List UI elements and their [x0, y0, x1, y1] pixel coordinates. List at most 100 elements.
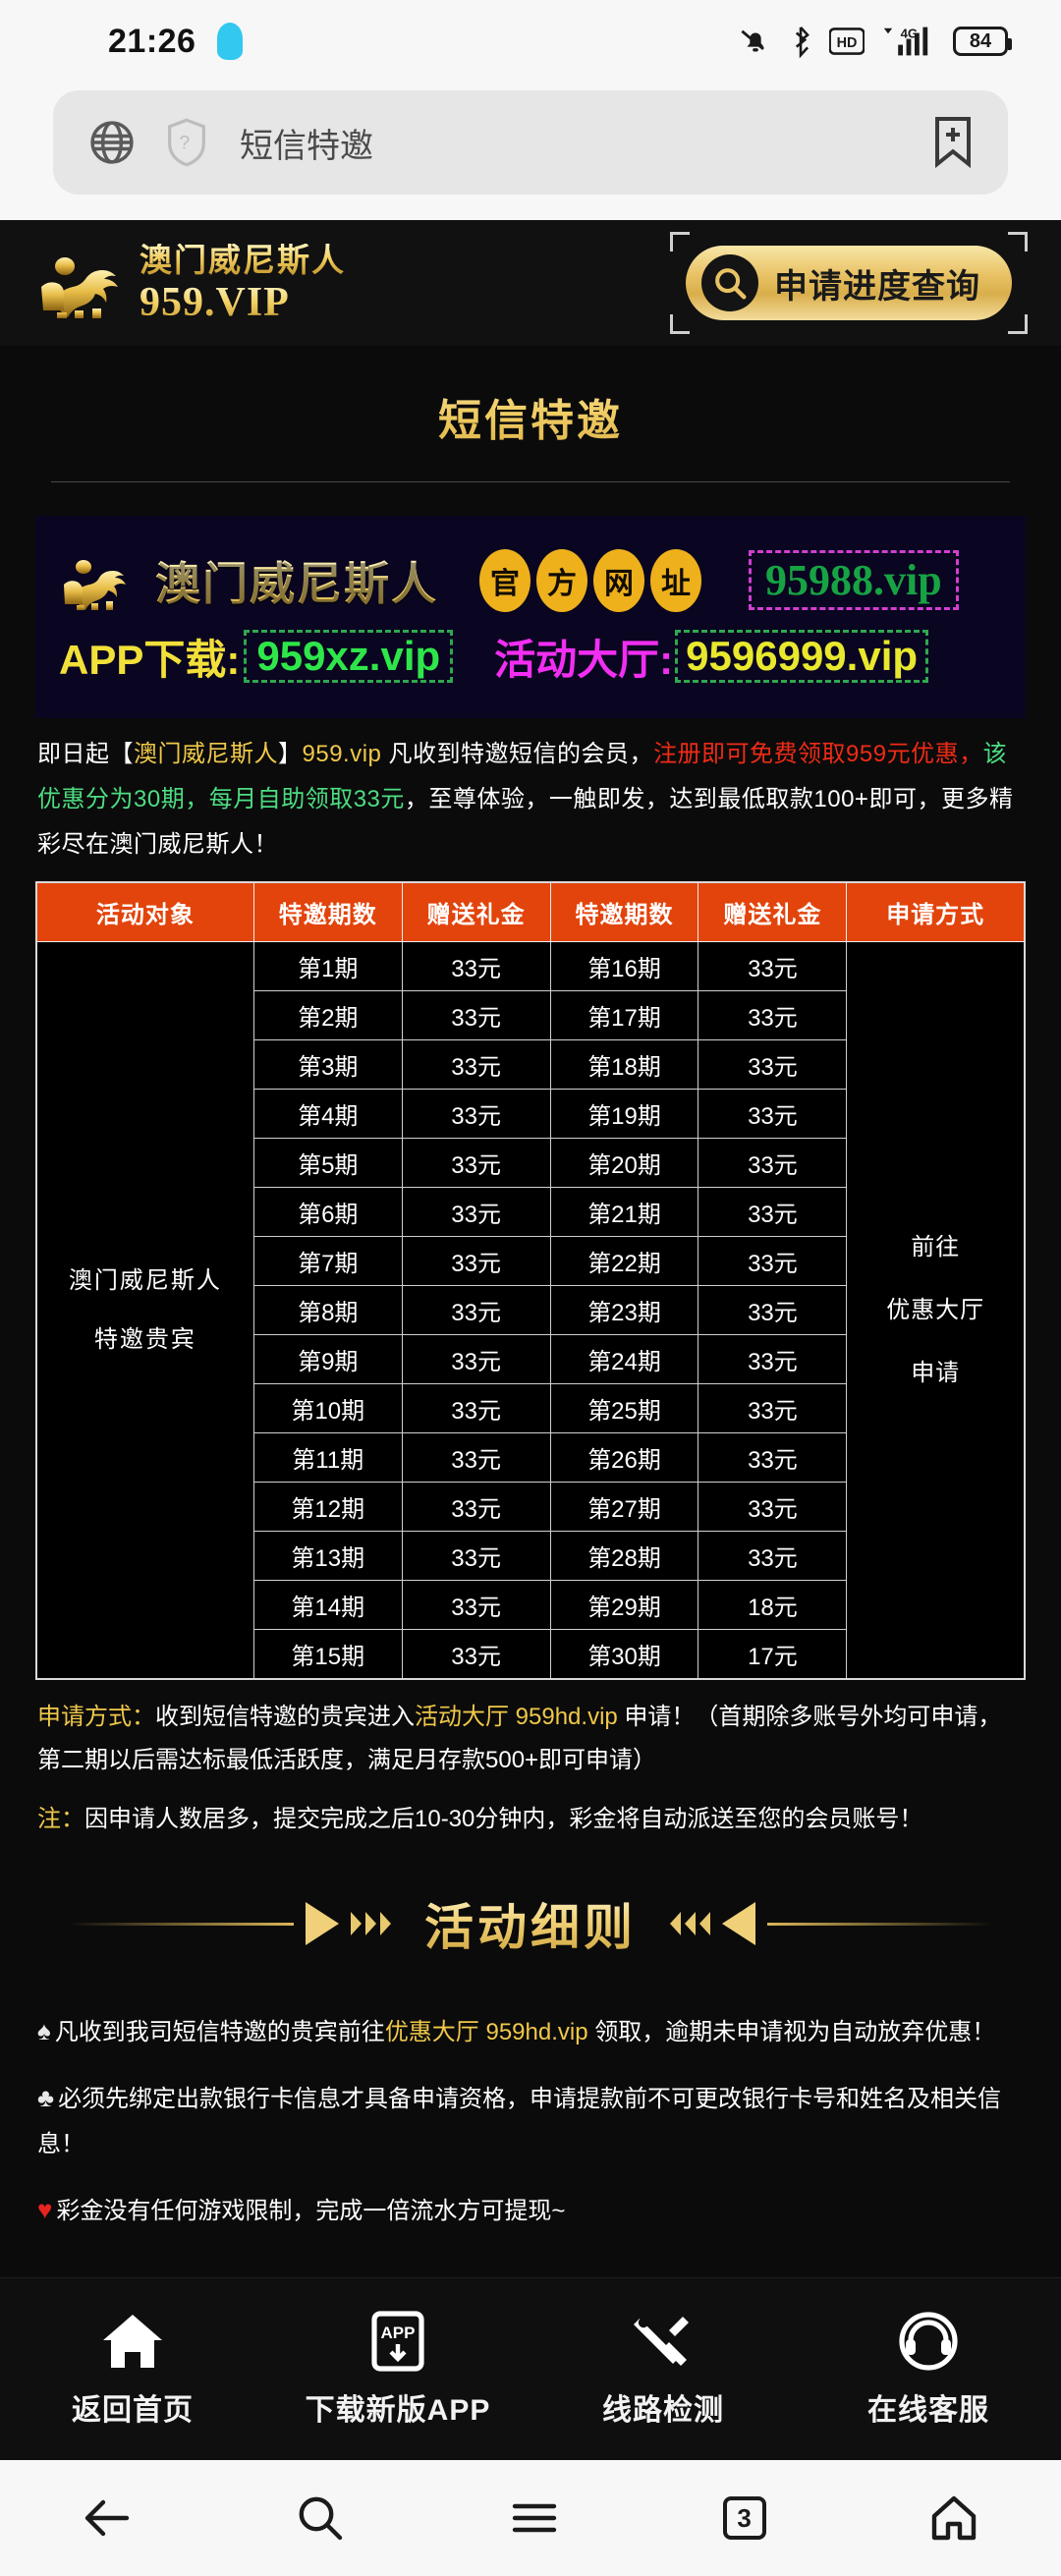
- table-cell-m1: 33元: [401, 1432, 551, 1483]
- divider-line-right: [767, 1922, 993, 1926]
- table-cell-p2: 第22期: [549, 1236, 699, 1286]
- intro-seg2: 】: [278, 741, 303, 767]
- bookmark-add-icon[interactable]: [931, 116, 975, 169]
- site-header: 澳门威尼斯人 959.VIP 申请进度查询: [0, 220, 1061, 346]
- promo-brand: 澳门威尼斯人: [155, 548, 438, 613]
- rule-item: ♥ 彩金没有任何游戏限制，完成一倍流水方可提现~: [35, 2177, 1026, 2244]
- rule-text-1: 彩金没有任何游戏限制，完成一倍流水方可提现~: [56, 2198, 566, 2224]
- divider-dots-right: [670, 1912, 710, 1935]
- app-download-box[interactable]: 959xz.vip: [244, 630, 454, 683]
- rules-section-title: 活动细则: [424, 1888, 637, 1959]
- application-progress-query-button[interactable]: 申请进度查询: [686, 246, 1012, 320]
- status-bar: 21:26 HD 4G 84: [0, 0, 1061, 83]
- table-cell-p1: 第11期: [252, 1432, 403, 1483]
- remark-label: 注：: [37, 1806, 84, 1832]
- battery-icon: 84: [953, 27, 1012, 56]
- intro-green: 该优惠分为30期，每月自助领取33元: [37, 741, 1008, 812]
- apply-method-note: 申请方式：收到短信特邀的贵宾进入活动大厅 959hd.vip 申请！（首期除多账…: [35, 1680, 1026, 1782]
- table-cell-p1: 第9期: [252, 1334, 403, 1384]
- rule-link[interactable]: 优惠大厅 959hd.vip: [384, 2019, 588, 2045]
- activity-hall-box[interactable]: 9596999.vip: [675, 630, 929, 683]
- table-cell-m1: 33元: [401, 1334, 551, 1384]
- club-suit-icon: ♣: [37, 2083, 55, 2112]
- promo-banner[interactable]: 澳门威尼斯人 官 方 网 址 95988.vip APP下载: 959xz.vi…: [35, 516, 1026, 718]
- table-cell-p1: 第2期: [252, 990, 403, 1040]
- table-row: 第15期 33元 第30期 17元: [36, 1629, 1025, 1680]
- table-header-row: 活动对象 特邀期数 赠送礼金 特邀期数 赠送礼金 申请方式: [35, 881, 1026, 942]
- table-row: 澳门威尼斯人 特邀贵宾 第1期 33元 第16期 33元 前往 优惠大厅 申请: [35, 941, 1026, 1680]
- apply-line-1: 前往: [911, 1233, 961, 1260]
- table-cell-p1: 第15期: [252, 1629, 403, 1680]
- apply-method-hall-link[interactable]: 活动大厅 959hd.vip: [415, 1704, 618, 1730]
- official-site-url: 95988.vip: [765, 556, 942, 604]
- table-cell-m1: 33元: [401, 1236, 551, 1286]
- table-row: 第12期 33元 第27期 33元: [36, 1482, 1025, 1532]
- svg-text:APP: APP: [381, 2324, 416, 2342]
- corner-mark-tl: [670, 232, 690, 252]
- url-bar-container: ? 短信特邀: [0, 83, 1061, 220]
- site-brand-vip: 959.VIP: [140, 282, 346, 323]
- back-arrow-icon[interactable]: [82, 2492, 133, 2544]
- table-cell-p2: 第19期: [549, 1089, 699, 1139]
- table-cell-p1: 第3期: [252, 1039, 403, 1090]
- table-cell-p2: 第29期: [549, 1580, 699, 1630]
- web-page: 澳门威尼斯人 959.VIP 申请进度查询 短信特邀: [0, 220, 1061, 2460]
- bluetooth-icon: [795, 26, 810, 58]
- intro-seg4: ，至尊体验，一触即发，达到最低取款100+即可，更多精彩尽在澳门威尼斯人！: [37, 786, 1014, 858]
- table-cell-m2: 33元: [698, 1285, 848, 1335]
- object-line-1: 澳门威尼斯人: [68, 1266, 222, 1294]
- footer-navigation: 返回首页 APP 下载新版APP 线路检测: [0, 2277, 1061, 2460]
- table-cell-m2: 17元: [698, 1629, 848, 1680]
- th-period-2: 特邀期数: [549, 881, 699, 942]
- menu-icon[interactable]: [509, 2492, 560, 2544]
- home-outline-icon[interactable]: [928, 2492, 979, 2544]
- table-cell-m1: 33元: [401, 990, 551, 1040]
- activity-hall-url: 9596999.vip: [686, 633, 919, 679]
- table-cell-p2: 第23期: [549, 1285, 699, 1335]
- shield-question-icon[interactable]: ?: [163, 117, 210, 168]
- table-cell-m2: 33元: [698, 1432, 848, 1483]
- table-cell-p1: 第7期: [252, 1236, 403, 1286]
- table-cell-m2: 33元: [698, 1039, 848, 1090]
- rule-text-2: 领取，逾期未申请视为自动放弃优惠！: [587, 2019, 996, 2045]
- table-cell-m1: 33元: [401, 1285, 551, 1335]
- remark-text: 因申请人数居多，提交完成之后10-30分钟内，彩金将自动派送至您的会员账号！: [84, 1806, 923, 1832]
- table-cell-m1: 33元: [401, 1187, 551, 1237]
- table-row: 第4期 33元 第19期 33元: [36, 1089, 1025, 1139]
- svg-text:?: ?: [179, 133, 190, 154]
- site-brand-cn: 澳门威尼斯人: [140, 241, 346, 278]
- url-text[interactable]: 短信特邀: [240, 127, 373, 165]
- site-logo[interactable]: 澳门威尼斯人 959.VIP: [35, 244, 346, 323]
- tab-count-button[interactable]: 3: [722, 2496, 766, 2540]
- table-cell-m2: 33元: [698, 1187, 848, 1237]
- url-bar[interactable]: ? 短信特邀: [53, 90, 1008, 195]
- table-cell-p2: 第16期: [549, 941, 699, 991]
- tab-count-label: 3: [737, 2502, 752, 2533]
- svg-text:4G: 4G: [901, 26, 919, 40]
- table-row: 第2期 33元 第17期 33元: [36, 990, 1025, 1040]
- table-cell-m2: 18元: [698, 1580, 848, 1630]
- table-row: 第6期 33元 第21期 33元: [36, 1187, 1025, 1237]
- home-icon: [103, 2314, 162, 2368]
- official-site-coins: 官 方 网 址: [479, 548, 701, 612]
- globe-icon[interactable]: [86, 117, 138, 168]
- progress-query-wrap: 申请进度查询: [670, 232, 1028, 334]
- apply-line-3: 申请: [911, 1359, 961, 1386]
- official-site-box[interactable]: 95988.vip: [749, 550, 959, 610]
- status-time: 21:26: [108, 22, 196, 60]
- rule-item: ♠ 凡收到我司短信特邀的贵宾前往优惠大厅 959hd.vip 领取，逾期未申请视为…: [35, 1998, 1026, 2065]
- table-cell-m1: 33元: [401, 1089, 551, 1139]
- th-period-1: 特邀期数: [252, 881, 403, 942]
- table-cell-object: 澳门威尼斯人 特邀贵宾: [35, 941, 254, 1680]
- table-cell-p1: 第6期: [252, 1187, 403, 1237]
- table-cell-p1: 第10期: [252, 1383, 403, 1433]
- table-cell-m1: 33元: [401, 1383, 551, 1433]
- rules-section-divider: 活动细则: [35, 1841, 1026, 1998]
- page-content: 澳门威尼斯人 官 方 网 址 95988.vip APP下载: 959xz.vi…: [0, 516, 1061, 2244]
- rule-text-1: 凡收到我司短信特邀的贵宾前往: [54, 2019, 385, 2045]
- app-download-icon: APP: [371, 2310, 424, 2372]
- table-cell-m1: 33元: [401, 1531, 551, 1581]
- search-icon[interactable]: [295, 2492, 346, 2544]
- table-cell-p1: 第12期: [252, 1482, 403, 1532]
- table-cell-m2: 33元: [698, 1531, 848, 1581]
